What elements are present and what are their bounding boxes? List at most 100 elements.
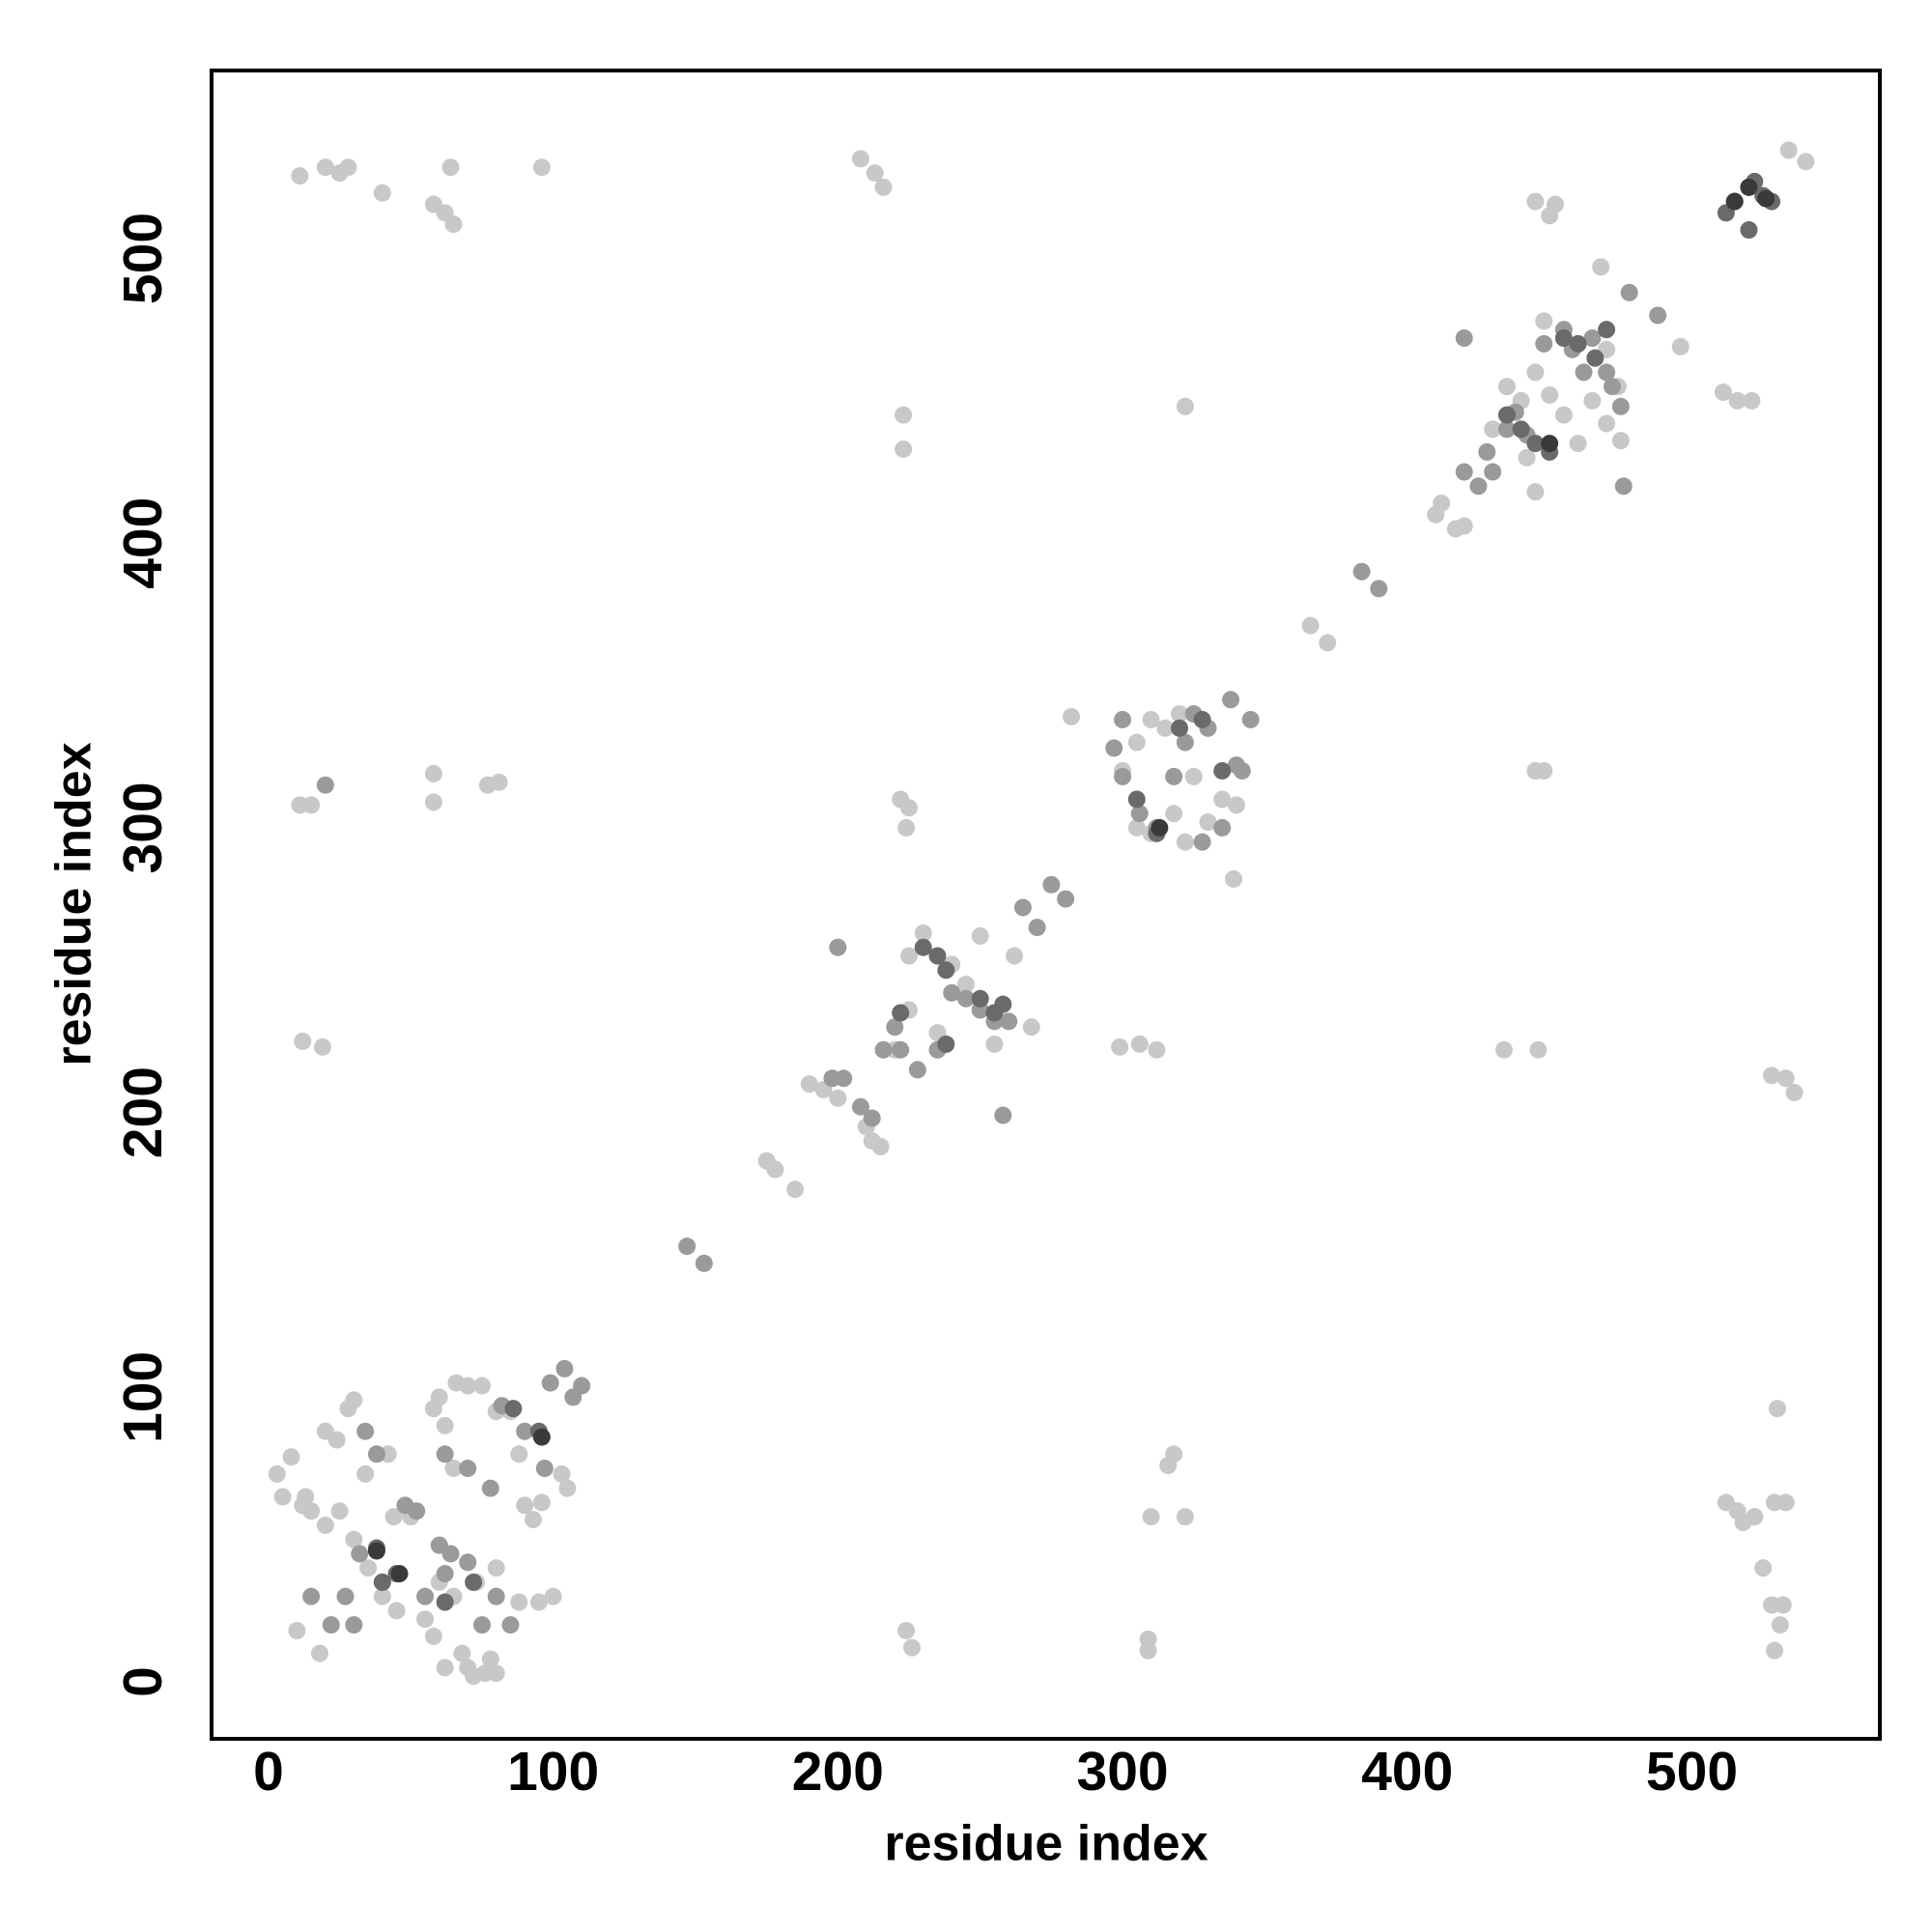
point [1105, 739, 1123, 757]
point [302, 1502, 321, 1520]
point [436, 1445, 454, 1463]
point [330, 1502, 349, 1520]
point [1000, 1012, 1018, 1031]
point [1603, 378, 1621, 396]
point [1142, 1508, 1160, 1526]
point [994, 1106, 1012, 1124]
point [829, 938, 847, 956]
point [971, 926, 989, 945]
point [1455, 329, 1473, 348]
point [1598, 363, 1616, 382]
point [897, 1622, 916, 1640]
point [1526, 363, 1545, 382]
point [1455, 463, 1473, 481]
point [516, 1422, 534, 1440]
point [1057, 890, 1075, 908]
point [291, 167, 309, 185]
point [874, 178, 893, 196]
point [786, 1180, 805, 1199]
point [928, 947, 947, 965]
point [1620, 283, 1638, 301]
point [1478, 442, 1496, 461]
point [1114, 767, 1132, 785]
point [1165, 805, 1183, 823]
point [1171, 705, 1189, 724]
point [829, 1089, 847, 1107]
point [487, 1559, 505, 1577]
point [851, 1097, 869, 1116]
point [1743, 391, 1761, 410]
point [1114, 710, 1132, 728]
point [282, 1448, 300, 1466]
point [866, 164, 884, 183]
point [472, 1377, 491, 1395]
point [555, 1359, 574, 1378]
point [1774, 1596, 1792, 1614]
point [553, 1464, 571, 1483]
x-tick-label: 100 [507, 1741, 599, 1803]
point [886, 1018, 904, 1037]
point [453, 1644, 471, 1662]
point [1583, 391, 1602, 410]
point [1127, 790, 1146, 809]
point [1006, 947, 1024, 965]
point [1176, 733, 1194, 752]
point [1771, 1616, 1789, 1634]
point [351, 1545, 369, 1563]
point [1586, 349, 1605, 367]
point [516, 1496, 534, 1515]
y-tick-label: 500 [112, 213, 174, 304]
point [902, 1638, 921, 1657]
point [1541, 385, 1559, 404]
point [373, 184, 391, 202]
point [1213, 790, 1232, 809]
y-axis-title: residue index [46, 742, 102, 1065]
point [1199, 813, 1217, 832]
point [1352, 562, 1371, 581]
point [678, 1237, 696, 1256]
point [1028, 919, 1046, 937]
point [994, 995, 1012, 1013]
point [800, 1075, 818, 1094]
point [1611, 432, 1630, 450]
point [444, 215, 463, 234]
point [1518, 448, 1536, 467]
point [1649, 306, 1667, 325]
point [345, 1391, 363, 1409]
point [541, 1374, 559, 1392]
point [1184, 767, 1203, 785]
point [1554, 406, 1573, 424]
point [1156, 719, 1175, 737]
point [956, 976, 975, 994]
point [892, 1040, 910, 1059]
point [895, 406, 913, 424]
point [895, 440, 913, 458]
point [544, 1587, 562, 1605]
point [359, 1559, 378, 1577]
point [356, 1422, 375, 1440]
point [766, 1160, 784, 1179]
point [1529, 1040, 1548, 1059]
point [1213, 818, 1232, 837]
point [273, 1488, 292, 1506]
plot-frame [210, 69, 1882, 1741]
point [937, 1035, 955, 1053]
point [1765, 1641, 1783, 1660]
point [914, 923, 932, 942]
point [1797, 153, 1815, 171]
point [1063, 707, 1081, 725]
point [1535, 761, 1553, 780]
point [1225, 869, 1243, 888]
point [532, 1493, 551, 1512]
point [1728, 391, 1747, 410]
point [1757, 189, 1776, 208]
point [1233, 761, 1251, 780]
point [1569, 435, 1587, 453]
point [268, 1464, 286, 1483]
point [459, 1460, 477, 1478]
point [558, 1479, 577, 1497]
point [937, 961, 955, 980]
x-tick-label: 500 [1646, 1741, 1738, 1803]
point [501, 1616, 520, 1634]
